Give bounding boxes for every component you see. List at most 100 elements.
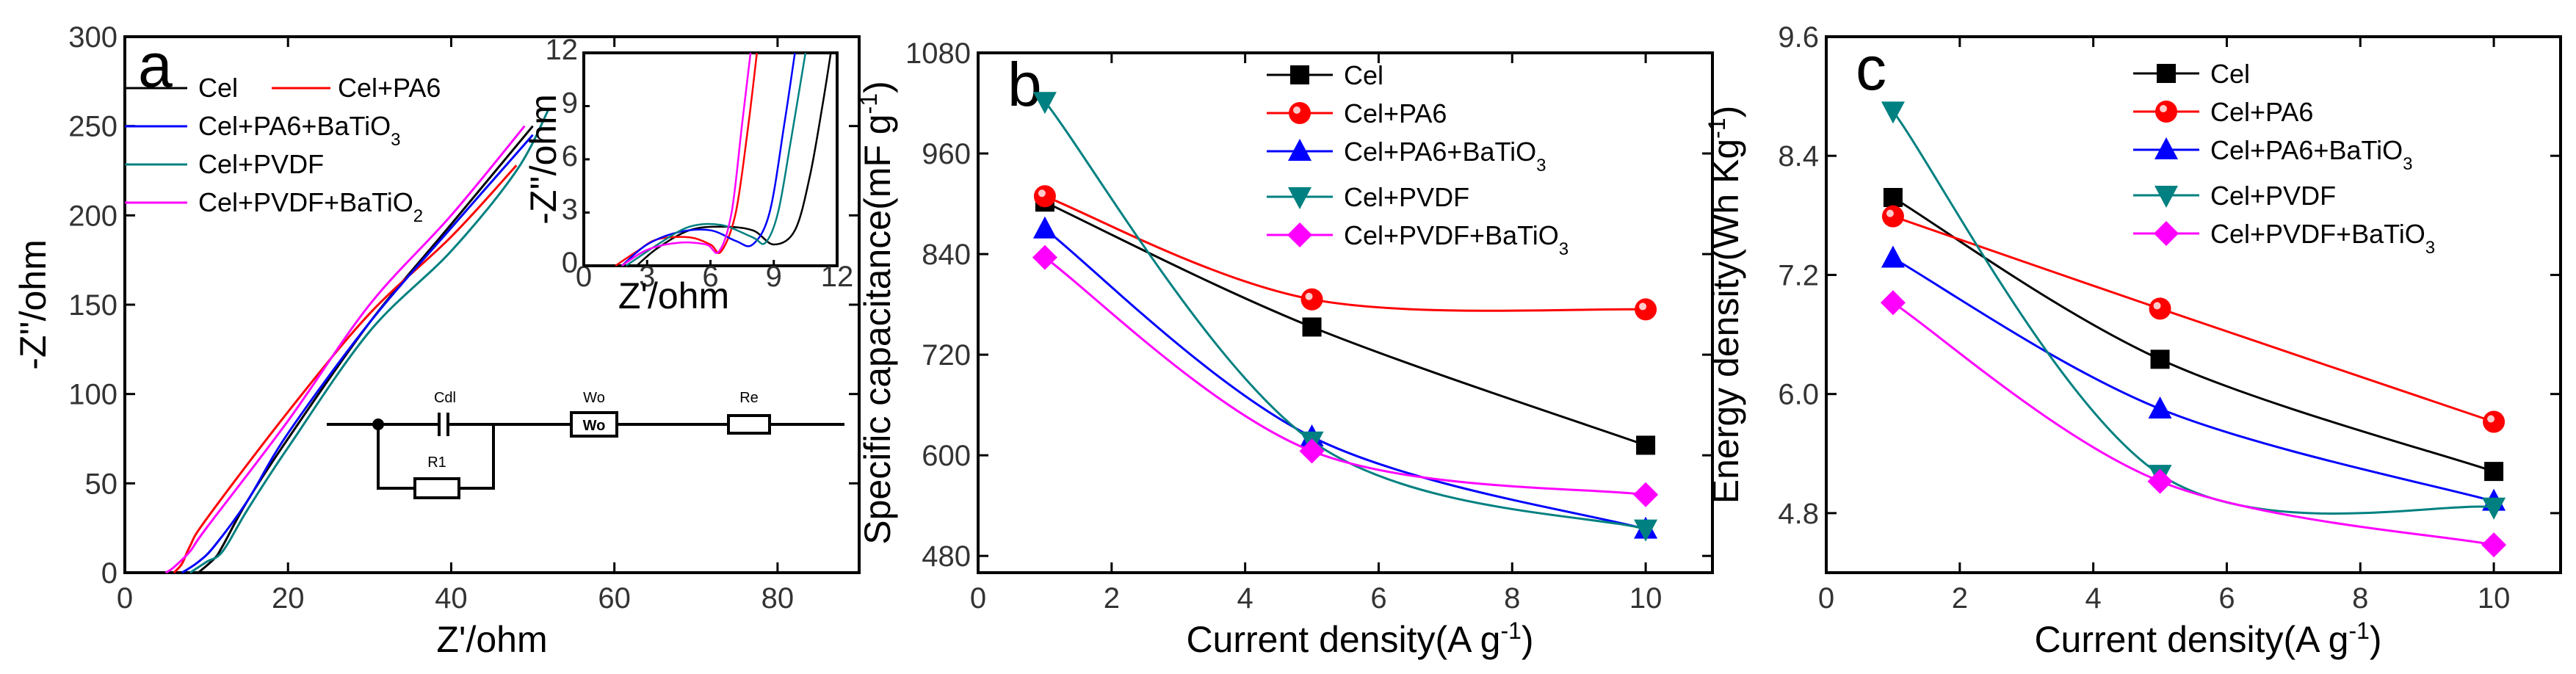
panel-a-legend-label: Cel+PVDF+BaTiO2 xyxy=(198,187,423,226)
inset-ytick-label: 3 xyxy=(562,194,578,226)
panel-c-point xyxy=(2482,497,2506,520)
panel-a-legend-label: Cel+PA6+BaTiO3 xyxy=(198,111,400,150)
panel-c-point-shine xyxy=(1886,209,1894,217)
inset-series-3 xyxy=(625,52,807,267)
inset-xtick-label: 6 xyxy=(702,261,718,293)
inset-series-0 xyxy=(636,52,832,267)
panel-c-point xyxy=(2484,462,2504,482)
panel-b-xlabel: Current density(A g-1) xyxy=(1186,617,1533,660)
panel-a-label: a xyxy=(138,31,173,100)
panel-a-series-2 xyxy=(181,134,534,574)
panel-c-xtick-label: 10 xyxy=(2478,582,2511,615)
panel-b-legend-label: Cel+PVDF xyxy=(1344,182,1469,212)
panel-b-xtick-label: 10 xyxy=(1629,582,1663,615)
panel-b-legend-marker-shine xyxy=(1293,106,1300,114)
resistor-re xyxy=(727,414,771,435)
panel-b-legend-label: Cel+PVDF+BaTiO3 xyxy=(1344,220,1569,259)
panel-c-point xyxy=(1881,245,1905,268)
panel-c-ytick-label: 6.0 xyxy=(1778,379,1819,411)
panel-c-ytick-label: 9.6 xyxy=(1778,21,1819,54)
panel-c-legend-marker xyxy=(2154,137,2178,159)
inset-series-2 xyxy=(621,52,796,267)
panel-b-legend-marker xyxy=(1290,65,1309,84)
panel-b-ytick-label: 840 xyxy=(922,239,971,271)
panel-c-point xyxy=(2150,349,2170,369)
circuit-label-wo-box: Wo xyxy=(583,418,606,434)
circuit-wire xyxy=(459,424,495,490)
panel-a-ytick-label: 0 xyxy=(101,557,117,590)
panel-b-ytick-label: 480 xyxy=(922,540,971,573)
panel-b-legend-marker xyxy=(1288,187,1311,209)
inset-xtick-label: 0 xyxy=(576,261,592,293)
panel-c-xtick-label: 0 xyxy=(1818,582,1834,615)
panel-c-xtick-label: 8 xyxy=(2352,582,2368,615)
panel-c-legend-marker xyxy=(2154,221,2179,246)
panel-c-point-shine xyxy=(2153,302,2161,310)
inset-ytick-label: 0 xyxy=(562,247,578,279)
resistor-r1 xyxy=(413,477,460,499)
panel-a-xtick-label: 40 xyxy=(435,582,468,615)
panel-a-ytick-label: 300 xyxy=(68,21,117,54)
panel-a-xtick-label: 80 xyxy=(761,582,795,615)
panel-b-legend-marker xyxy=(1289,102,1311,124)
panel-c-xlabel: Current density(A g-1) xyxy=(2034,617,2381,660)
inset-xtick-label: 3 xyxy=(639,261,655,293)
panel-b-legend-marker xyxy=(1287,222,1312,247)
panel-b-ytick-label: 960 xyxy=(922,138,971,170)
panel-a-ytick-label: 250 xyxy=(68,111,117,143)
panel-c-point-shine xyxy=(2487,415,2495,423)
panel-c-ytick-label: 4.8 xyxy=(1778,498,1819,530)
panel-b-point xyxy=(1633,482,1659,507)
panel-b-ylabel: Specific capacitance(mF g-1) xyxy=(855,81,898,544)
panel-b-legend: Cel Cel+PA6 Cel+PA6+BaTiO3 Cel+PVDF Cel+PVDF… xyxy=(1267,60,1569,259)
panel-b-ytick-label: 1080 xyxy=(905,37,971,70)
panel-c-legend-label: Cel+PA6 xyxy=(2210,97,2313,127)
panel-b-series-line-2 xyxy=(1043,228,1646,531)
panel-b-point-fill xyxy=(1033,185,1056,208)
panel-b-point-shine xyxy=(1305,292,1313,300)
equivalent-circuit: Cdl R1 Wo Wo Re xyxy=(327,390,844,499)
panel-c-point-fill xyxy=(1881,205,1904,228)
panel-c-legend-marker xyxy=(2155,101,2177,123)
panel-c-ytick-label: 8.4 xyxy=(1778,140,1819,173)
panel-b-point-shine xyxy=(1038,189,1046,198)
panel-c-xtick-label: 2 xyxy=(1952,582,1968,615)
panel-b-label: b xyxy=(1007,50,1042,119)
circuit-label-cdl: Cdl xyxy=(434,390,456,406)
panel-c-point xyxy=(1881,101,1905,124)
panel-b-xtick-label: 8 xyxy=(1504,582,1520,615)
panel-b-point-fill xyxy=(1300,288,1323,311)
panel-c-point xyxy=(1883,188,1903,207)
panel-b-point xyxy=(1033,185,1056,208)
panel-c-series-line-4 xyxy=(1892,302,2494,546)
panel-b-point xyxy=(1634,519,1658,542)
panel-c-legend-marker-fill xyxy=(2155,101,2177,123)
inset-series-1 xyxy=(615,52,759,267)
panel-b-xtick-label: 0 xyxy=(970,582,986,615)
panel-b-series-line-1 xyxy=(1044,195,1646,312)
circuit-label-r1: R1 xyxy=(427,454,446,471)
panel-a-ytick-label: 100 xyxy=(68,379,117,411)
panel-c-point xyxy=(1880,290,1906,316)
panel-b-point-shine xyxy=(1639,302,1647,311)
panel-b-legend-marker-fill xyxy=(1289,102,1311,124)
panel-b-ytick-label: 720 xyxy=(922,339,971,372)
panel-c-legend-label: Cel+PA6+BaTiO3 xyxy=(2210,135,2412,174)
panel-a-ytick-label: 200 xyxy=(68,200,117,232)
panel-a-xtick-label: 20 xyxy=(272,582,305,615)
panel-b-point xyxy=(1032,244,1057,270)
panel-c-point xyxy=(2148,396,2172,418)
panel-c-legend-label: Cel+PVDF+BaTiO3 xyxy=(2210,219,2435,258)
panel-a-inset: 0 3 6 9 12 0 3 6 9 12 Z'/ohm -Z''/ohm xyxy=(523,34,853,316)
panel-c-legend-label: Cel xyxy=(2210,59,2250,89)
panel-a-ylabel: -Z''/ohm xyxy=(12,239,54,369)
panel-b-xtick-label: 4 xyxy=(1237,582,1253,615)
inset-series-4 xyxy=(621,52,752,267)
circuit-label-re: Re xyxy=(739,390,759,406)
panel-c-legend: Cel Cel+PA6 Cel+PA6+BaTiO3 Cel+PVDF Cel+PVDF… xyxy=(2133,59,2435,258)
panel-b-legend-label: Cel+PA6 xyxy=(1344,98,1447,128)
panel-b-legend-label: Cel+PA6+BaTiO3 xyxy=(1344,137,1546,175)
panel-c-point xyxy=(2149,297,2171,320)
